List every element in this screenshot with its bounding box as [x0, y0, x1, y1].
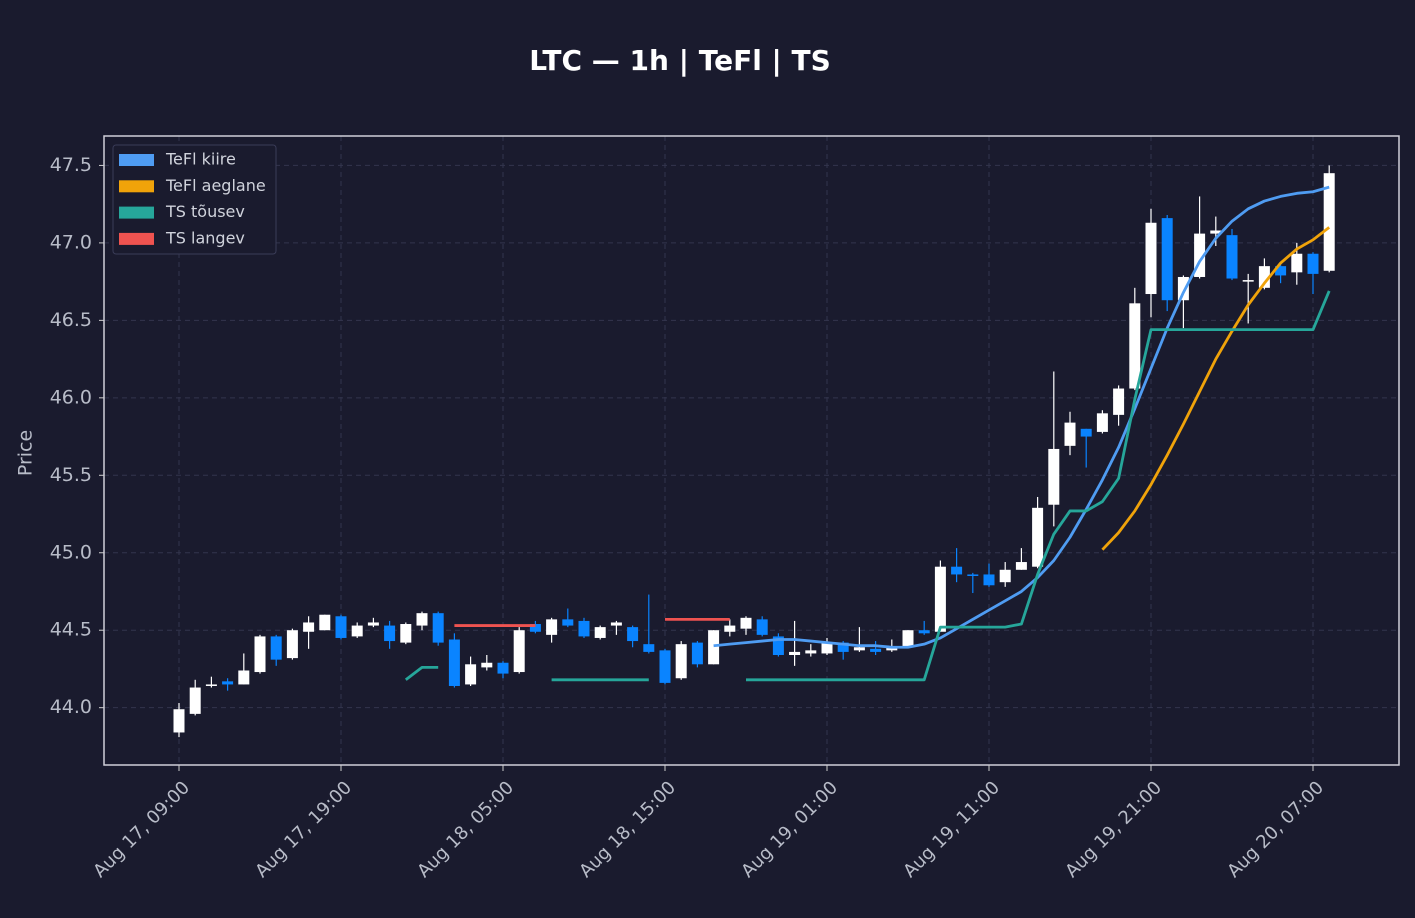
candle-body	[1177, 276, 1189, 301]
candle-body	[659, 650, 671, 683]
candle-body	[254, 636, 266, 673]
candle-body	[1242, 280, 1254, 282]
indicator-line	[1101, 226, 1331, 551]
legend-swatch	[119, 180, 154, 193]
candle-body	[562, 619, 574, 626]
candle-body	[513, 630, 525, 673]
candle-body	[724, 625, 736, 632]
plot-area	[104, 136, 1399, 765]
candle-body	[546, 619, 558, 635]
legend-swatch	[119, 206, 154, 219]
candle-body	[837, 642, 849, 652]
candle-body	[691, 642, 703, 665]
y-tick-label: 44.0	[50, 696, 92, 718]
candle-body	[934, 566, 946, 632]
legend-label: TS tõusev	[165, 202, 245, 221]
candle-body	[627, 627, 639, 642]
candle-body	[1113, 388, 1125, 415]
candle-body	[805, 650, 817, 654]
candle-body	[1275, 266, 1287, 276]
candle-body	[465, 664, 477, 685]
candle-body	[886, 647, 898, 651]
y-tick-label: 45.0	[50, 541, 92, 563]
candle-body	[951, 566, 963, 575]
indicator-line	[713, 185, 1330, 649]
candle-body	[432, 613, 444, 643]
candle-body	[1080, 428, 1092, 437]
plot-border	[103, 135, 1400, 766]
candle-body	[1291, 253, 1303, 273]
legend-label: TeFl aeglane	[165, 176, 266, 195]
candle-body	[1307, 253, 1319, 274]
candle-body	[1161, 218, 1173, 301]
candle-body	[319, 614, 331, 631]
indicator-line	[404, 290, 1331, 682]
candle-body	[238, 670, 250, 685]
candle-body	[772, 636, 784, 656]
candle-body	[205, 684, 217, 686]
candle-body	[1323, 173, 1335, 271]
legend-label: TS langev	[165, 228, 245, 247]
candle-body	[643, 644, 655, 652]
candle-body	[999, 569, 1011, 583]
candle-body	[1145, 222, 1157, 295]
candle-body	[1258, 266, 1270, 288]
candle-body	[270, 636, 282, 660]
candle-body	[303, 622, 315, 632]
candle-body	[529, 624, 541, 632]
legend-swatch	[119, 232, 154, 245]
candle-body	[1129, 303, 1141, 389]
candle-body	[1210, 230, 1222, 234]
candle-body	[610, 622, 622, 626]
candle-body	[448, 639, 460, 686]
y-tick-label: 47.5	[50, 154, 92, 176]
candle-body	[870, 648, 882, 652]
candle-body	[497, 662, 509, 674]
y-tick-label: 46.5	[50, 309, 92, 331]
candle-body	[1032, 507, 1044, 567]
y-tick-label: 47.0	[50, 231, 92, 253]
candle-body	[1096, 413, 1108, 432]
y-tick-label: 46.0	[50, 386, 92, 408]
candle-body	[335, 616, 347, 638]
candle-body	[384, 625, 396, 642]
candle-body	[416, 613, 428, 626]
candle-body	[902, 630, 914, 648]
candle-body	[1064, 422, 1076, 446]
y-axis-label: Price	[15, 430, 37, 476]
candle-body	[481, 662, 493, 668]
candle-body	[173, 709, 185, 733]
candle-body	[1015, 562, 1027, 570]
indicator-line	[454, 617, 730, 627]
candle-body	[740, 617, 752, 629]
candle-body	[222, 681, 234, 685]
candle-body	[286, 630, 298, 659]
candle-body	[351, 625, 363, 637]
candle-body	[983, 574, 995, 586]
candle-body	[675, 644, 687, 679]
candle-body	[1226, 235, 1238, 279]
candle-body	[789, 651, 801, 656]
y-tick-label: 45.5	[50, 464, 92, 486]
candle-body	[594, 627, 606, 638]
legend-swatch	[119, 154, 154, 166]
candle-body	[918, 630, 930, 634]
candle-body	[708, 630, 720, 665]
candle-body	[853, 647, 865, 651]
candle-body	[967, 574, 979, 576]
candle-body	[189, 687, 201, 714]
y-tick-label: 44.5	[50, 619, 92, 641]
candle-body	[756, 619, 768, 635]
legend-box	[112, 144, 277, 255]
candle-body	[367, 622, 379, 626]
legend-label: TeFl kiire	[165, 150, 236, 169]
candle-body	[400, 624, 412, 643]
candle-body	[821, 642, 833, 654]
candle-body	[1048, 448, 1060, 505]
candle-body	[1194, 233, 1206, 277]
chart-title: LTC — 1h | TeFl | TS	[529, 44, 831, 77]
candle-body	[578, 620, 590, 637]
